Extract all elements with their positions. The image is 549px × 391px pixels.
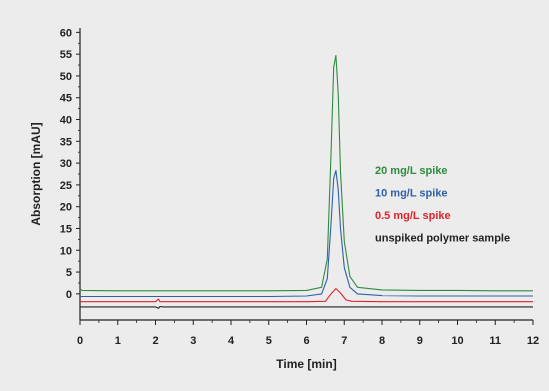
y-tick-label: 20 bbox=[60, 202, 72, 214]
legend-entry: 20 mg/L spike bbox=[375, 165, 448, 177]
x-tick-label: 7 bbox=[341, 335, 347, 347]
x-tick-label: 12 bbox=[527, 335, 539, 347]
x-tick-label: 4 bbox=[228, 335, 235, 347]
x-tick-label: 9 bbox=[417, 335, 423, 347]
legend-entry: 0.5 mg/L spike bbox=[375, 210, 451, 222]
y-tick-label: 55 bbox=[60, 49, 72, 61]
y-tick-label: 40 bbox=[60, 115, 72, 127]
y-tick-label: 25 bbox=[60, 180, 72, 192]
y-tick-label: 5 bbox=[66, 267, 72, 279]
x-tick-label: 3 bbox=[190, 335, 196, 347]
series-line-3 bbox=[80, 305, 533, 309]
y-tick-label: 0 bbox=[66, 289, 72, 301]
series-line-0 bbox=[79, 54, 533, 292]
y-tick-label: 60 bbox=[60, 27, 72, 39]
y-tick-label: 10 bbox=[60, 245, 72, 257]
y-tick-label: 50 bbox=[60, 71, 72, 83]
x-axis-title: Time [min] bbox=[276, 357, 336, 371]
legend-entry: 10 mg/L spike bbox=[375, 188, 448, 200]
series-line-1 bbox=[80, 169, 533, 298]
x-tick-label: 5 bbox=[266, 335, 272, 347]
x-tick-label: 2 bbox=[152, 335, 158, 347]
x-tick-label: 11 bbox=[489, 335, 501, 347]
legend: 20 mg/L spike 10 mg/L spike 0.5 mg/L spike… bbox=[375, 165, 510, 245]
series-group bbox=[79, 54, 533, 309]
x-tick-label: 1 bbox=[115, 335, 121, 347]
y-tick-label: 45 bbox=[60, 93, 72, 105]
series-line-2 bbox=[80, 288, 533, 303]
x-tick-label: 8 bbox=[379, 335, 385, 347]
y-tick-label: 30 bbox=[60, 158, 72, 170]
x-tick-label: 0 bbox=[77, 335, 83, 347]
y-axis-title: Absorption [mAU] bbox=[29, 122, 43, 225]
x-tick-label: 10 bbox=[451, 335, 463, 347]
y-tick-label: 35 bbox=[60, 136, 72, 148]
y-tick-label: 15 bbox=[60, 223, 72, 235]
x-tick-label: 6 bbox=[303, 335, 309, 347]
legend-entry: unspiked polymer sample bbox=[375, 233, 510, 245]
